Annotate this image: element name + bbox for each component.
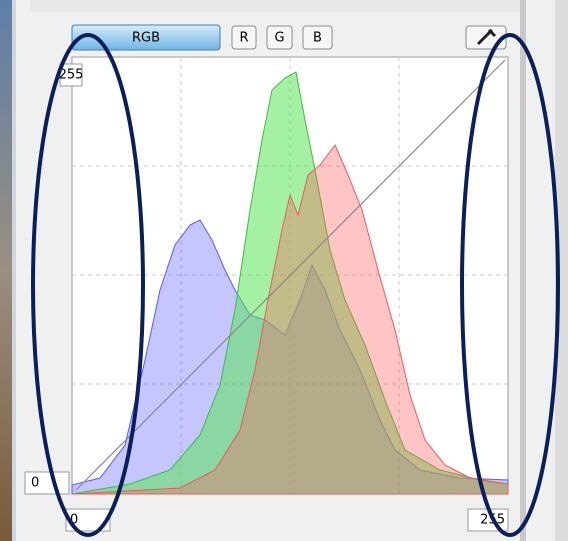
splitter: [520, 0, 526, 541]
splitter: [555, 0, 568, 541]
title-strip: [30, 0, 520, 12]
button-label[interactable]: B: [313, 31, 322, 46]
label-box: [65, 508, 111, 532]
red-histogram: [71, 144, 509, 495]
button-label[interactable]: RGB: [132, 31, 160, 46]
button[interactable]: [71, 24, 221, 51]
histogram: [71, 56, 509, 495]
frame: [12, 0, 16, 541]
button-label[interactable]: G: [274, 31, 284, 46]
curve[interactable]: [75, 59, 506, 491]
button[interactable]: [231, 25, 257, 50]
button[interactable]: [302, 25, 333, 50]
y-bottom-label: 0: [31, 476, 39, 491]
eyedropper-icon: [476, 28, 497, 46]
button-label[interactable]: R: [239, 31, 248, 46]
button[interactable]: [266, 25, 293, 50]
toolbar: RGB R G B: [71, 24, 507, 51]
highlight-ellipse: [460, 33, 560, 537]
x-left-label: 0: [70, 513, 78, 528]
green-histogram: [71, 71, 509, 495]
y-top-label: 255: [59, 68, 84, 83]
highlight-ellipse: [31, 33, 145, 537]
photo-edge: [0, 0, 12, 541]
